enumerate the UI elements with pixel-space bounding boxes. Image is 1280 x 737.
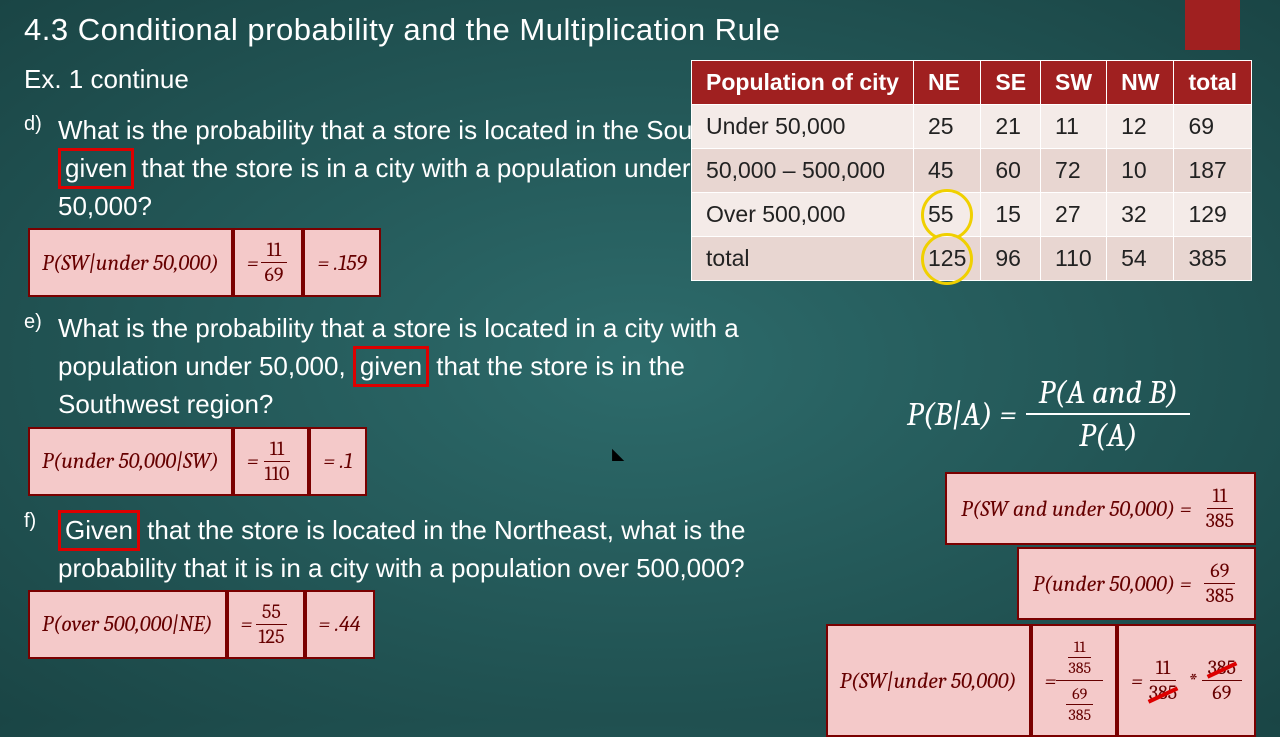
table-cell: 32 <box>1107 193 1174 237</box>
table-cell: 27 <box>1041 193 1107 237</box>
table-cell: 129 <box>1174 193 1252 237</box>
table-cell: 60 <box>981 149 1041 193</box>
table-cell: 11 <box>1041 105 1107 149</box>
eq-lhs: P(over 500,000|NE) <box>28 590 227 659</box>
table-cell: 12 <box>1107 105 1174 149</box>
eq-r2: P(under 50,000) = 69385 <box>1017 547 1256 620</box>
table-cell: 72 <box>1041 149 1107 193</box>
q-letter: d) <box>24 113 46 224</box>
eq-r3-stack: = 11385 69385 <box>1031 624 1117 737</box>
page-title: 4.3 Conditional probability and the Mult… <box>0 0 1280 56</box>
table-header: SW <box>1041 61 1107 105</box>
q-text: What is the probability that a store is … <box>58 311 778 422</box>
cursor-icon: ◣ <box>612 444 624 464</box>
table-cell: 45 <box>913 149 980 193</box>
table-cell: 69 <box>1174 105 1252 149</box>
q-text: Given that the store is located in the N… <box>58 510 778 586</box>
eq-dec: = .1 <box>309 427 366 496</box>
right-equations: P(SW and under 50,000) = 11385 P(under 5… <box>826 472 1256 737</box>
table-cell: 385 <box>1174 237 1252 281</box>
table-cell: 96 <box>981 237 1041 281</box>
table-cell: Under 50,000 <box>692 105 914 149</box>
table-cell: 15 <box>981 193 1041 237</box>
eq-r3-lhs: P(SW|under 50,000) <box>826 624 1031 737</box>
table-cell: 54 <box>1107 237 1174 281</box>
given-highlight: given <box>58 148 134 189</box>
table-cell: 110 <box>1041 237 1107 281</box>
table-header: SE <box>981 61 1041 105</box>
table-cell: 10 <box>1107 149 1174 193</box>
table-cell: 50,000 – 500,000 <box>692 149 914 193</box>
eq-lhs: P(SW|under 50,000) <box>28 228 233 297</box>
accent-bar <box>1185 0 1240 50</box>
table-header: Population of city <box>692 61 914 105</box>
eq-lhs: P(under 50,000|SW) <box>28 427 233 496</box>
conditional-formula: P(B|A) = P(A and B)P(A) <box>907 372 1190 456</box>
q-letter: e) <box>24 311 46 422</box>
table-header: NE <box>913 61 980 105</box>
q-letter: f) <box>24 510 46 586</box>
q-text: What is the probability that a store is … <box>58 113 778 224</box>
eq-frac: = 55125 <box>227 590 305 659</box>
given-highlight: given <box>353 346 429 387</box>
eq-dec: = .44 <box>305 590 375 659</box>
given-highlight: Given <box>58 510 140 551</box>
eq-r3: P(SW|under 50,000) = 11385 69385 = 11385… <box>826 624 1256 737</box>
table-header: NW <box>1107 61 1174 105</box>
data-table: Population of cityNESESWNWtotalUnder 50,… <box>691 60 1252 281</box>
table-cell: total <box>692 237 914 281</box>
table-cell: 125 <box>913 237 980 281</box>
table-cell: 187 <box>1174 149 1252 193</box>
eq-r3-simplify: = 11385 * 38569 <box>1117 624 1256 737</box>
eq-frac: = 1169 <box>233 228 304 297</box>
eq-r1: P(SW and under 50,000) = 11385 <box>945 472 1256 545</box>
table-header: total <box>1174 61 1252 105</box>
table-cell: 21 <box>981 105 1041 149</box>
table-cell: 25 <box>913 105 980 149</box>
table-cell: Over 500,000 <box>692 193 914 237</box>
eq-dec: = .159 <box>303 228 380 297</box>
eq-frac: = 11110 <box>233 427 310 496</box>
table-cell: 55 <box>913 193 980 237</box>
